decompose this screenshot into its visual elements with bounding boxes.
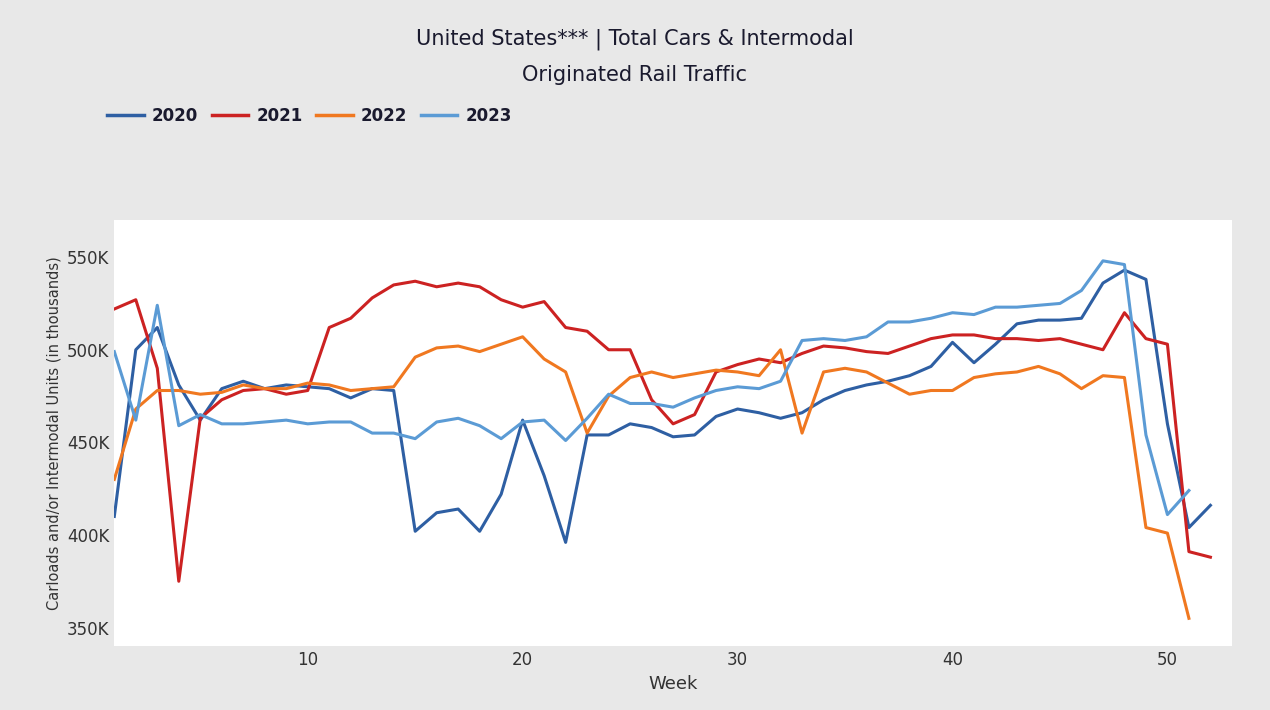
2023 xyxy=(815,334,831,343)
2023 xyxy=(429,417,444,426)
2023 xyxy=(880,317,895,326)
2021 xyxy=(665,420,681,428)
2021 xyxy=(408,277,423,285)
2023 xyxy=(1138,431,1153,439)
2020 xyxy=(107,512,122,520)
2020 xyxy=(558,538,573,547)
2021 xyxy=(215,395,230,404)
2022 xyxy=(1160,529,1175,537)
2021 xyxy=(536,297,551,306)
Legend: 2020, 2021, 2022, 2023: 2020, 2021, 2022, 2023 xyxy=(100,101,519,132)
2020 xyxy=(709,413,724,421)
2020 xyxy=(193,416,208,425)
2020 xyxy=(1203,501,1218,510)
2021 xyxy=(730,360,745,368)
2022 xyxy=(107,475,122,484)
2022 xyxy=(429,344,444,352)
2023 xyxy=(451,414,466,422)
2021 xyxy=(815,342,831,350)
2020 xyxy=(795,408,810,417)
2022 xyxy=(343,386,358,395)
Text: United States*** | Total Cars & Intermodal: United States*** | Total Cars & Intermod… xyxy=(417,28,853,50)
2022 xyxy=(837,364,852,373)
2022 xyxy=(451,342,466,350)
Line: 2020: 2020 xyxy=(114,270,1210,542)
2022 xyxy=(1181,614,1196,623)
2023 xyxy=(343,417,358,426)
2020 xyxy=(837,386,852,395)
2023 xyxy=(1181,486,1196,495)
2023 xyxy=(1095,256,1110,265)
Y-axis label: Carloads and/or Intermodal Units (in thousands): Carloads and/or Intermodal Units (in tho… xyxy=(47,256,61,610)
X-axis label: Week: Week xyxy=(649,674,697,692)
2021 xyxy=(107,305,122,313)
Line: 2023: 2023 xyxy=(114,261,1189,515)
2023 xyxy=(1160,510,1175,519)
2021 xyxy=(171,577,187,586)
2021 xyxy=(859,347,874,356)
2023 xyxy=(107,347,122,356)
2022 xyxy=(902,390,917,398)
Line: 2021: 2021 xyxy=(114,281,1210,581)
2022 xyxy=(516,332,531,341)
Text: Originated Rail Traffic: Originated Rail Traffic xyxy=(522,65,748,84)
2020 xyxy=(494,490,509,498)
2021 xyxy=(1203,553,1218,562)
2020 xyxy=(644,423,659,432)
Line: 2022: 2022 xyxy=(114,337,1189,618)
2020 xyxy=(1116,266,1132,274)
